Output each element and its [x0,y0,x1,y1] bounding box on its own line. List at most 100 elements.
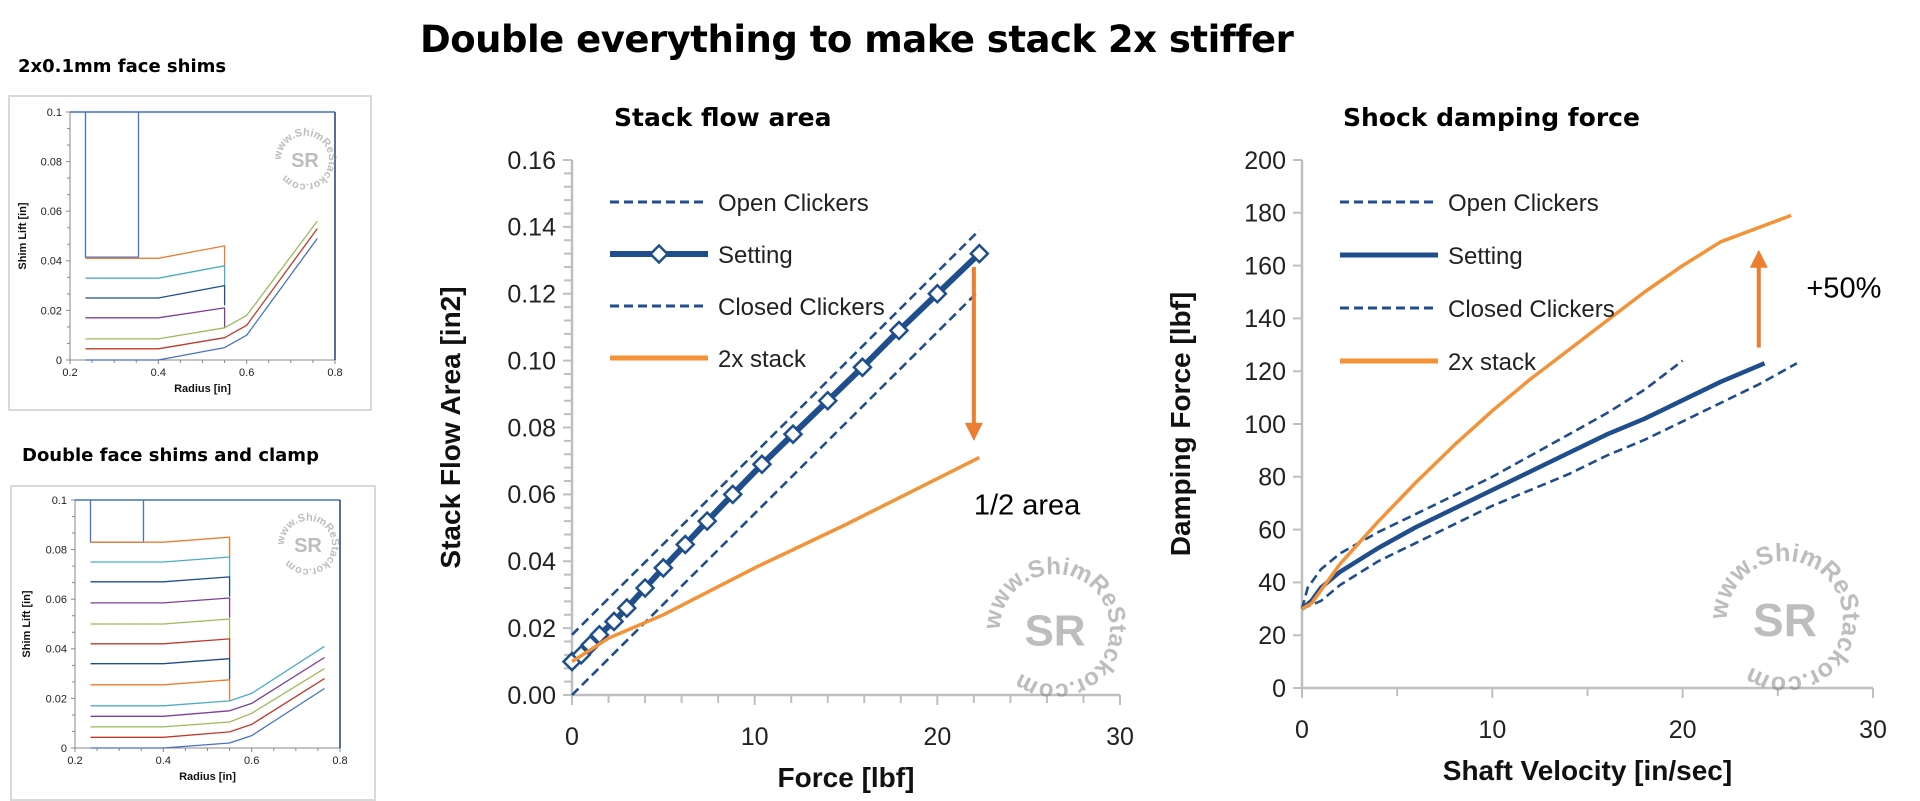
chart-stack-flow: 0.00 0.02 0.04 0.06 0.08 0.10 0.12 0.14 0.16 0 10 2… [435,147,1134,793]
y-tick-label: 0.06 [41,206,62,218]
watermark-logo: SR [294,535,322,557]
x-tick-label: 0 [565,723,579,751]
series-2x-stack [571,456,981,664]
chart-title-damping: Shock damping force [1343,103,1640,132]
diamond-marker [888,320,910,341]
diamond-marker [782,423,804,445]
diamond-marker [969,243,990,264]
x-tick-label: 0 [1295,716,1309,744]
diamond-marker [722,484,743,505]
series-s7 [90,658,231,680]
y-tick-label: 160 [1244,252,1286,280]
diamond-marker [616,597,638,619]
series-s8 [90,679,231,701]
main-title: Double everything to make stack 2x stiff… [420,18,1294,61]
series-shim1 [85,245,226,266]
y-tick-label: 0.08 [507,414,556,442]
diamond-marker [603,611,625,632]
watermark-logo: SR [1753,594,1817,646]
series-s6 [90,638,231,659]
y-axis-label: Shim Lift [in] [17,202,29,270]
x-axis-label: Radius [in] [179,771,236,783]
series-closed-clickers [571,289,981,696]
series-closed-clickers [1301,362,1798,611]
legend-label: Closed Clickers [1448,296,1615,323]
diamond-marker [589,624,610,646]
y-axis-label: Damping Force [lbf] [1165,292,1196,556]
series-shim4 [85,307,226,328]
x-axis-label: Force [lbf] [778,762,915,793]
y-tick-label: 0.00 [507,682,556,710]
x-tick-label: 30 [1106,723,1134,751]
watermark-logo: SR [1024,606,1085,655]
series-s3 [90,576,231,597]
diamond-marker [696,510,718,532]
y-tick-label: 0 [56,355,62,367]
x-tick-label: 10 [741,723,769,751]
series-s9 [90,645,325,707]
series-s13 [90,687,325,749]
y-tick-label: 0.06 [46,594,67,606]
chart-shim-top: 0 0.02 0.04 0.06 0.08 0.1 0.2 0.4 0.6 0.8 Radius [… [17,107,343,395]
x-tick-label: 20 [923,723,951,751]
y-tick-label: 0.12 [507,281,556,309]
series-2x-stack [1301,213,1792,611]
series-clamp [84,112,140,258]
y-tick-label: 0.08 [41,156,62,168]
x-tick-label: 0.2 [67,755,82,767]
legend-label: 2x stack [1448,349,1537,376]
arrow-down-icon [964,422,983,441]
legend-label: Open Clickers [1448,190,1599,217]
diamond-marker [751,454,773,475]
y-tick-label: 0.04 [41,256,62,268]
legend-label: Closed Clickers [718,294,885,321]
panel-title-bottom: Double face shims and clamp [22,445,319,466]
chart-damping-force: 0 20 40 60 80 100 120 140 160 180 200 0 10 20 30 Shaft … [1165,147,1887,786]
x-tick-label: 0.8 [332,755,347,767]
y-tick-label: 0 [1272,675,1286,703]
annotation-label: +50% [1806,272,1881,304]
y-tick-label: 0.02 [46,693,67,705]
y-tick-label: 0.10 [507,347,556,375]
series-s12 [90,678,325,738]
y-tick-label: 0 [61,743,67,755]
series-open-clickers [571,229,981,636]
y-tick-label: 100 [1244,411,1286,439]
y-tick-label: 0.08 [46,544,67,556]
x-tick-label: 20 [1669,716,1697,744]
y-tick-label: 0.1 [52,495,67,507]
legend-label: 2x stack [718,346,807,373]
y-tick-label: 140 [1244,305,1286,333]
x-axis-label: Radius [in] [174,383,231,395]
x-tick-label: 0.8 [327,367,342,379]
diamond-marker [852,357,873,378]
diamond-marker [675,534,696,555]
x-tick-label: 0.2 [62,367,77,379]
y-tick-label: 80 [1258,464,1286,492]
y-tick-label: 20 [1258,622,1286,650]
x-tick-label: 0.6 [239,367,254,379]
y-tick-label: 0.02 [507,615,556,643]
y-tick-label: 180 [1244,200,1286,228]
series-s10 [90,656,325,717]
diamond-marker [653,557,674,579]
y-tick-label: 0.06 [507,481,556,509]
y-tick-label: 200 [1244,147,1286,175]
diamond-marker [634,577,656,599]
series-clamp [89,500,145,543]
y-tick-label: 60 [1258,516,1286,544]
diamond-marker [817,390,838,412]
y-axis-label: Shim Lift [in] [21,590,33,658]
y-tick-label: 0.16 [507,147,556,175]
x-tick-label: 0.4 [156,755,171,767]
diamond-marker [927,283,948,305]
series-setting [1300,361,1766,611]
series-shim3 [85,284,226,306]
legend-label: Setting [718,242,793,269]
x-tick-label: 30 [1859,716,1887,744]
series-shim7 [85,238,318,361]
